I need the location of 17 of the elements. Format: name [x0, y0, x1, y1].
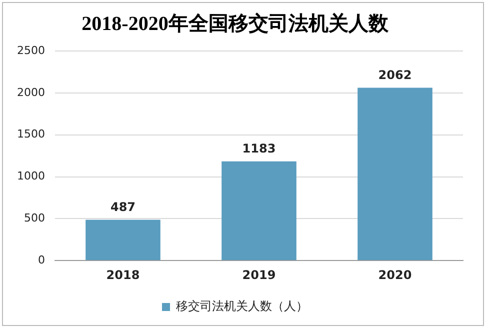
- legend-label: 移交司法机关人数（人）: [176, 299, 308, 314]
- data-label: 487: [110, 200, 136, 214]
- chart-title: 2018-2020年全国移交司法机关人数: [82, 12, 390, 36]
- x-tick-label: 2018: [106, 268, 140, 282]
- y-tick-label: 500: [24, 212, 45, 225]
- y-tick-label: 1000: [16, 170, 45, 183]
- x-tick-label: 2020: [378, 268, 412, 282]
- y-tick-label: 2000: [16, 86, 45, 99]
- bar: [222, 161, 296, 260]
- data-label: 1183: [242, 142, 276, 156]
- y-tick-label: 2500: [16, 44, 45, 57]
- x-tick-label: 2019: [242, 268, 276, 282]
- y-tick-label: 1500: [16, 128, 45, 141]
- bar: [358, 88, 432, 260]
- data-label: 2062: [378, 68, 412, 82]
- bar: [86, 220, 160, 260]
- y-tick-label: 0: [38, 253, 45, 266]
